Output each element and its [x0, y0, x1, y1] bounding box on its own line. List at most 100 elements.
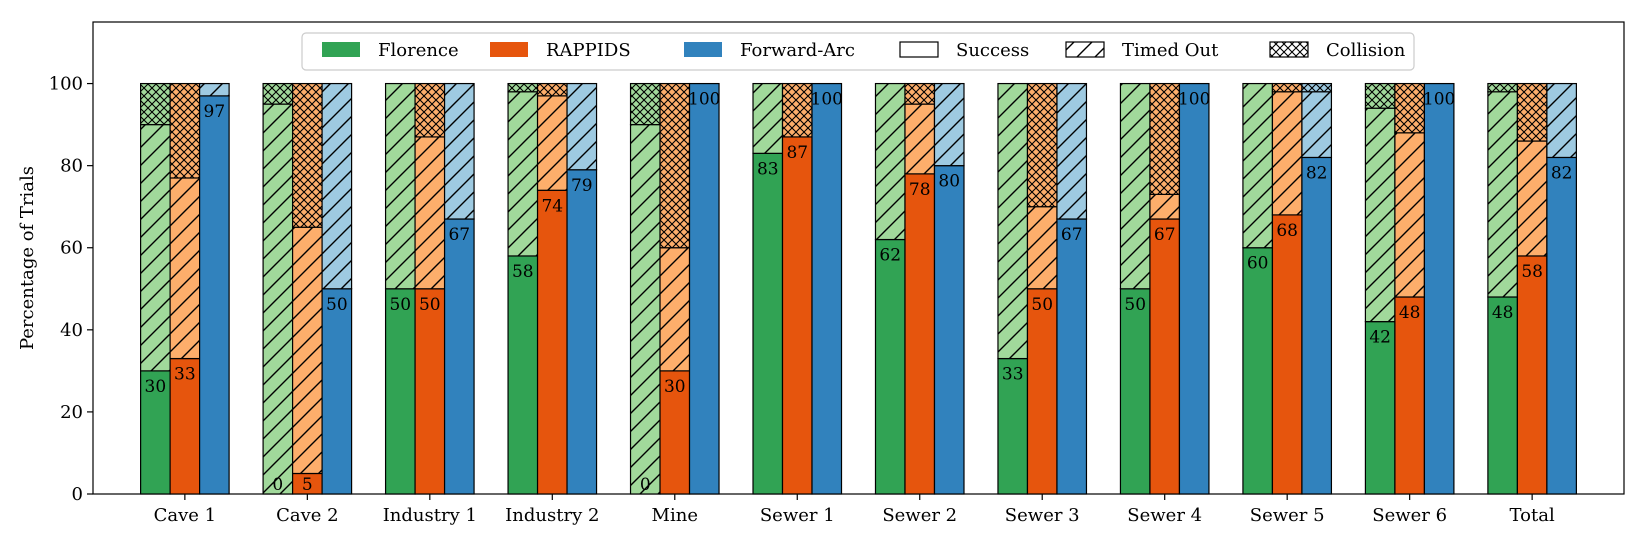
bar-success	[1271, 214, 1303, 495]
bar-timed-out-hatch	[384, 82, 416, 290]
bar-value-label: 100	[1178, 90, 1210, 110]
bar-timed-out-hatch	[1301, 91, 1333, 159]
bar-timed-out-hatch	[1487, 91, 1518, 298]
y-tick-label: 80	[60, 156, 83, 177]
y-tick-label: 60	[60, 238, 83, 259]
legend-swatch	[1065, 41, 1105, 58]
bar-timed-out-hatch	[904, 103, 936, 175]
legend-series-1: RAPPIDS	[490, 40, 631, 61]
bar-timed-out-hatch	[321, 82, 353, 290]
bar-value-label: 100	[811, 90, 843, 110]
bar-timed-out-hatch	[262, 103, 294, 495]
bar-value-label: 68	[1276, 221, 1298, 241]
bar-collision-hatch	[904, 82, 936, 105]
legend-series-0: Florence	[322, 40, 459, 61]
plot-area: 0 20 40 60 80 100 Percentage of Trials Cave 1 30…	[17, 21, 1625, 526]
bar-value-label: 80	[938, 172, 960, 192]
bar-collision-hatch	[507, 82, 539, 93]
legend-swatch	[684, 42, 722, 57]
bar-success	[1149, 218, 1181, 495]
bar-timed-out-hatch	[291, 226, 323, 475]
bar-value-label: 100	[1423, 90, 1455, 110]
bar-value-label: 50	[389, 295, 411, 315]
bar-timed-out-hatch	[752, 82, 784, 154]
bar-success	[1487, 296, 1518, 495]
bar-value-label: 42	[1369, 328, 1391, 348]
bar-success	[1242, 247, 1274, 495]
bar-collision-hatch	[1149, 82, 1181, 195]
bar-value-label: 82	[1306, 163, 1328, 183]
bar-collision-hatch	[1364, 82, 1396, 109]
x-tick-label: Sewer 3	[1005, 505, 1080, 526]
y-tick-label: 100	[49, 74, 83, 95]
bar-timed-out-hatch	[659, 247, 691, 372]
bar-success	[1301, 156, 1333, 495]
bar-value-label: 33	[1002, 365, 1024, 385]
legend-label: Florence	[378, 40, 459, 61]
bar-value-label: 62	[879, 246, 901, 266]
bar-success	[1119, 288, 1151, 495]
bar-value-label: 50	[326, 295, 348, 315]
bar-success	[1546, 156, 1577, 495]
x-tick-label: Sewer 5	[1250, 505, 1325, 526]
bar-collision-hatch	[1394, 82, 1426, 134]
x-tick-label: Sewer 4	[1127, 505, 1202, 526]
bar-success	[1394, 296, 1426, 495]
bar-value-label: 5	[302, 475, 313, 495]
bar-timed-out-hatch	[1056, 82, 1088, 220]
bar-timed-out-hatch	[1364, 107, 1396, 323]
legend-label: Success	[956, 40, 1029, 61]
legend-label: Collision	[1326, 40, 1406, 61]
bar-value-label: 50	[1124, 295, 1146, 315]
bar-success	[904, 173, 936, 495]
bar-collision-hatch	[414, 82, 446, 138]
y-tick-label: 0	[72, 484, 83, 505]
bar-timed-out-hatch	[443, 82, 475, 220]
bar-value-label: 100	[688, 90, 720, 110]
bar-value-label: 48	[1492, 303, 1514, 323]
x-tick-label: Industry 1	[383, 505, 477, 526]
bar-success	[443, 218, 475, 495]
bar-success	[199, 95, 230, 495]
bar-success	[997, 357, 1029, 495]
bar-success	[781, 136, 813, 495]
y-axis-label: Percentage of Trials	[17, 166, 38, 350]
bar-success	[414, 288, 446, 495]
bar-timed-out-hatch	[566, 82, 598, 171]
bar-timed-out-hatch	[629, 124, 661, 495]
bar-value-label: 82	[1551, 163, 1573, 183]
bar-timed-out-hatch	[1546, 82, 1577, 159]
x-tick-label: Sewer 1	[760, 505, 835, 526]
bar-timed-out-hatch	[1149, 193, 1181, 220]
bar-timed-out-hatch	[1516, 140, 1548, 257]
bar-success	[140, 370, 171, 495]
bar-timed-out-hatch	[169, 177, 201, 360]
bar-success	[169, 357, 201, 495]
axes-frame	[92, 21, 1625, 495]
bar-value-label: 83	[757, 159, 779, 179]
bar-collision-hatch	[536, 82, 568, 97]
bar-success	[1178, 82, 1210, 495]
bar-value-label: 0	[272, 475, 283, 495]
bar-value-label: 87	[786, 143, 808, 163]
bar-value-label: 97	[204, 102, 226, 122]
legend-outcome-0: Success	[899, 40, 1029, 61]
legend-label: RAPPIDS	[546, 40, 631, 61]
bar-value-label: 78	[909, 180, 931, 200]
bar-value-label: 67	[1154, 225, 1176, 245]
x-tick-label: Cave 2	[276, 505, 339, 526]
bar-collision-hatch	[1487, 82, 1518, 93]
bar-timed-out-hatch	[1026, 206, 1058, 290]
bar-collision-hatch	[1301, 82, 1333, 93]
bar-timed-out-hatch	[507, 91, 539, 257]
legend: Florence RAPPIDS Forward-Arc Success Timed O…	[301, 32, 1415, 71]
bar-timed-out-hatch	[874, 82, 906, 241]
x-tick-label: Cave 1	[154, 505, 217, 526]
bar-value-label: 33	[174, 365, 196, 385]
bar-collision-hatch	[169, 82, 201, 179]
legend-swatch	[1269, 41, 1309, 58]
bar-success	[1364, 321, 1396, 495]
bar-collision-hatch	[629, 82, 661, 126]
legend-swatch	[899, 41, 939, 58]
